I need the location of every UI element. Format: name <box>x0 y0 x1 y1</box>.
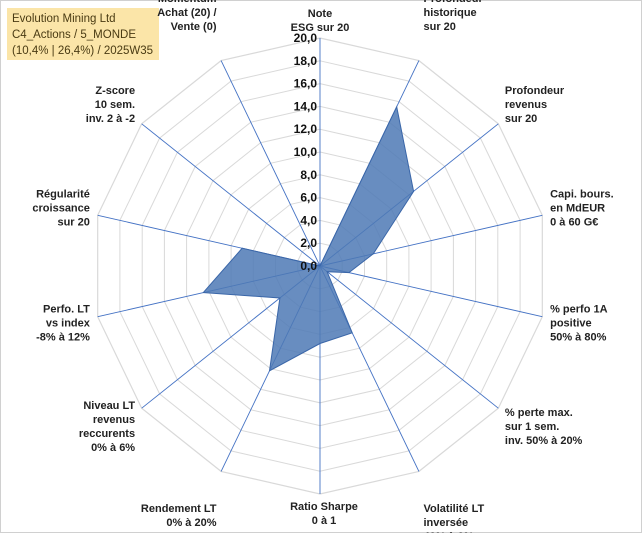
title-line-3: (10,4% | 26,4%) / 2025W35 <box>12 45 154 57</box>
axis-label-line: en MdEUR <box>550 203 605 215</box>
axis-label-5: % perte max. sur 1 sem. inv. 50% à 20% <box>505 407 583 447</box>
axis-label-line: Régularité <box>36 189 90 201</box>
title-line-1: Evolution Mining Ltd <box>12 13 116 25</box>
axis-label-line: Achat (20) / <box>157 7 216 19</box>
axis-label-line: Z-score <box>95 85 135 97</box>
tick-label: 2,0 <box>300 236 317 250</box>
axis-label-line: Niveau LT <box>83 400 135 412</box>
axis-label-line: 0% à 20% <box>166 517 216 529</box>
title-line-2: C4_Actions / 5_MONDE <box>12 29 136 41</box>
axis-label-line: ESG sur 20 <box>291 22 350 34</box>
axis-label-line: 10 sem. <box>95 99 135 111</box>
axis-label-4: % perfo 1A positive 50% à 80% <box>550 303 608 343</box>
axis-label-line: inv. 2 à -2 <box>86 113 135 125</box>
axis-label-line: Note <box>308 8 332 20</box>
tick-label: 14,0 <box>294 99 318 113</box>
axis-label-9: Niveau LT revenus reccurents 0% à 6% <box>79 400 136 454</box>
axis-label-line: 50% à 80% <box>550 331 606 343</box>
axis-label-line: revenus <box>505 99 547 111</box>
tick-label: 10,0 <box>294 145 318 159</box>
axis-label-line: vs index <box>46 317 91 329</box>
tick-label: 12,0 <box>294 122 318 136</box>
axis-label-line: Profondeur <box>505 85 565 97</box>
axis-label-line: Rendement LT <box>141 503 217 515</box>
axis-label-line: revenus <box>93 414 135 426</box>
tick-label: 8,0 <box>300 168 317 182</box>
axis-label-line: sur 1 sem. <box>505 421 559 433</box>
spoke-5 <box>319 265 499 409</box>
axis-label-line: sur 20 <box>57 217 89 229</box>
axis-label-line: sur 20 <box>424 21 456 33</box>
axis-label-3: Capi. bours. en MdEUR 0 à 60 G€ <box>550 189 614 229</box>
axis-label-7: Ratio Sharpe 0 à 1 <box>290 501 358 527</box>
tick-label: 0,0 <box>300 259 317 273</box>
axis-label-line: % perte max. <box>505 407 573 419</box>
axis-label-line: inversée <box>424 517 469 529</box>
spoke-13 <box>220 60 321 267</box>
axis-label-line: % perfo 1A <box>550 303 608 315</box>
tick-label: 18,0 <box>294 54 318 68</box>
tick-label: 20,0 <box>294 31 318 45</box>
radar-axis-labels: Note ESG sur 20 Profondeur historique sur 20… <box>32 0 613 533</box>
axis-label-line: Volatilité LT <box>424 503 485 515</box>
axis-label-line: Profondeur <box>424 0 484 5</box>
axis-label-0: Note ESG sur 20 <box>291 8 350 34</box>
axis-label-1: Profondeur historique sur 20 <box>424 0 484 33</box>
axis-label-13: Momentum Achat (20) / Vente (0) <box>157 0 217 33</box>
axis-label-11: Régularité croissance sur 20 <box>32 189 89 229</box>
axis-label-8: Rendement LT 0% à 20% <box>141 503 217 529</box>
axis-label-line: inv. 50% à 20% <box>505 435 583 447</box>
axis-label-line: -8% à 12% <box>36 331 90 343</box>
axis-label-line: Capi. bours. <box>550 189 614 201</box>
title-box: Evolution Mining Ltd C4_Actions / 5_MOND… <box>7 8 159 60</box>
tick-label: 6,0 <box>300 191 317 205</box>
tick-label: 16,0 <box>294 77 318 91</box>
axis-label-line: positive <box>550 317 592 329</box>
axis-label-12: Z-score 10 sem. inv. 2 à -2 <box>86 85 135 125</box>
tick-label: 4,0 <box>300 213 317 227</box>
axis-label-10: Perfo. LT vs index -8% à 12% <box>36 303 91 343</box>
radar-series <box>202 105 415 372</box>
spoke-4 <box>319 265 543 318</box>
axis-label-line: sur 20 <box>505 113 537 125</box>
axis-label-line: croissance <box>32 203 89 215</box>
axis-label-line: 0% à 6% <box>91 442 135 454</box>
axis-label-line: Vente (0) <box>171 21 217 33</box>
axis-label-line: 0 à 1 <box>312 515 336 527</box>
axis-label-2: Profondeur revenus sur 20 <box>505 85 565 125</box>
spoke-12 <box>141 123 321 267</box>
axis-label-line: historique <box>424 7 477 19</box>
axis-label-line: Perfo. LT <box>43 303 90 315</box>
series-area <box>202 105 415 372</box>
radar-tick-labels: 0,0 2,0 4,0 6,0 8,0 10,0 12,0 14,0 16,0 18,0 20,0 <box>294 31 318 273</box>
axis-label-line: reccurents <box>79 428 135 440</box>
axis-label-line: 0 à 60 G€ <box>550 217 598 229</box>
axis-label-line: Momentum <box>158 0 217 5</box>
axis-label-line: 40% à 0% <box>424 531 474 533</box>
axis-label-line: Ratio Sharpe <box>290 501 358 513</box>
axis-label-6: Volatilité LT inversée 40% à 0% <box>424 503 485 533</box>
